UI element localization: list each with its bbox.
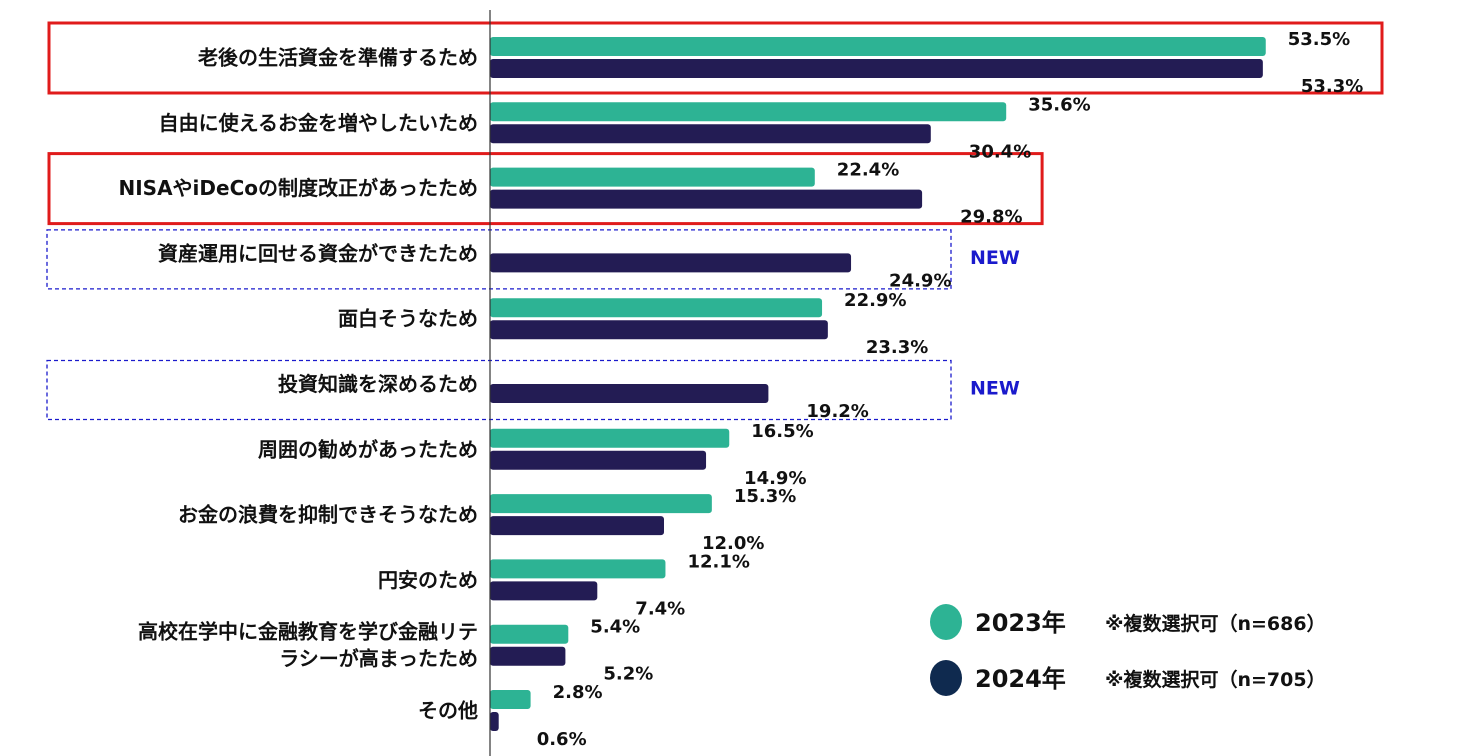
- data-label: 35.6%: [1028, 94, 1090, 115]
- new-badge: NEW: [970, 378, 1020, 400]
- data-label: 29.8%: [960, 207, 1022, 228]
- bars: 53.5% 53.3% 35.6% 30.4% 22.4% 29.8% 24.9%22.9%…: [490, 29, 1363, 750]
- category-label: 老後の生活資金を準備するため: [198, 46, 478, 70]
- bar-2023: [490, 428, 730, 448]
- highlight-box-red: [47, 21, 1384, 95]
- legend-note: ※複数選択可（n=705）: [1105, 668, 1326, 691]
- legend: 2023年 ※複数選択可（n=686） 2024年 ※複数選択可（n=705）: [930, 604, 1326, 696]
- data-label: 24.9%: [889, 270, 951, 291]
- category-label: 投資知識を深めるため: [278, 372, 478, 396]
- category-label: 面白そうなため: [338, 307, 478, 331]
- data-label: 22.9%: [844, 290, 906, 311]
- bar-2023: [490, 37, 1266, 56]
- bar-2024: [490, 384, 769, 403]
- legend-label: 2024年: [975, 665, 1066, 693]
- data-label: 23.3%: [866, 337, 928, 358]
- category-label: 周囲の勧めがあったため: [258, 437, 478, 461]
- data-label: 12.0%: [702, 533, 764, 554]
- bar-2023: [490, 167, 815, 187]
- data-label: 12.1%: [687, 551, 749, 572]
- category-label: 資産運用に回せる資金ができたため: [158, 241, 478, 265]
- data-label: 53.3%: [1301, 76, 1363, 97]
- bar-2024: [490, 59, 1263, 78]
- category-label: ラシーが高まったため: [279, 647, 478, 671]
- legend-note: ※複数選択可（n=686）: [1105, 612, 1326, 635]
- data-label: 5.4%: [590, 617, 640, 638]
- bar-2024: [490, 253, 852, 273]
- category-label: 自由に使えるお金を増やしたいため: [159, 111, 478, 135]
- legend-marker: [930, 604, 962, 640]
- data-label: 30.4%: [969, 141, 1031, 162]
- category-label: 高校在学中に金融教育を学び金融リテ: [138, 620, 478, 644]
- category-label: その他: [418, 699, 478, 723]
- bar-2024: [490, 712, 499, 731]
- highlight-box-red: [47, 152, 1044, 226]
- data-label: 22.4%: [837, 160, 899, 181]
- bar-2024: [490, 450, 707, 470]
- legend-label: 2023年: [975, 609, 1066, 637]
- data-label: 53.5%: [1288, 29, 1350, 50]
- data-label: 5.2%: [603, 664, 653, 685]
- data-label: 2.8%: [553, 682, 603, 703]
- data-label: 19.2%: [806, 401, 868, 422]
- bar-2023: [490, 559, 666, 579]
- bar-2024: [490, 516, 664, 536]
- data-label: 16.5%: [751, 421, 813, 442]
- bar-2023: [490, 624, 569, 644]
- bar-2024: [490, 320, 828, 340]
- category-label: お金の浪費を抑制できそうなため: [178, 503, 478, 527]
- data-label: 14.9%: [744, 468, 806, 489]
- highlight-box-new: [46, 359, 952, 421]
- bar-2024: [490, 646, 566, 666]
- data-label: 7.4%: [635, 598, 685, 619]
- bar-2023: [490, 494, 712, 514]
- bar-2023: [490, 102, 1007, 122]
- legend-marker: [930, 660, 962, 696]
- bar-2024: [490, 581, 598, 601]
- category-label: 円安のため: [378, 568, 478, 592]
- highlight-box-new: [46, 229, 952, 290]
- highlight-boxes: NEW NEW: [46, 21, 1384, 421]
- bar-2024: [490, 124, 931, 144]
- bar-2023: [490, 298, 823, 318]
- new-badge: NEW: [970, 247, 1020, 269]
- category-label: NISAやiDeCoの制度改正があったため: [118, 176, 478, 200]
- bar-2023: [490, 690, 531, 709]
- data-label: 0.6%: [537, 729, 587, 750]
- data-label: 15.3%: [734, 486, 796, 507]
- bar-2024: [490, 189, 923, 209]
